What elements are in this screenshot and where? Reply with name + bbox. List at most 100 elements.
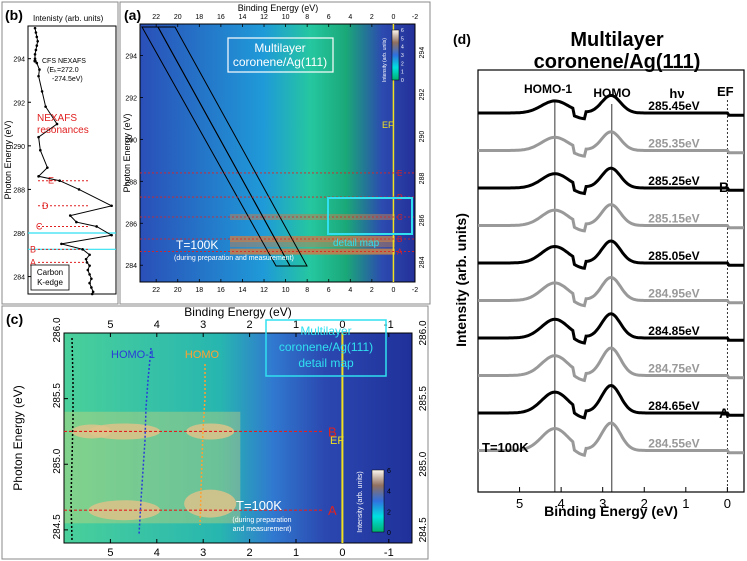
panel-a-x-tick-label-bottom: 0: [391, 287, 395, 294]
panel-c-temp-sub1: (during preparation: [232, 517, 291, 524]
panel-a-y-tick-label-right: 292: [419, 89, 426, 101]
panel-a-y-tick-label-right: 286: [419, 214, 426, 226]
panel-a-title-line2: coronene/Ag(111): [233, 55, 327, 69]
panel-b-point: [95, 225, 98, 228]
panel-d-x-tick-label: 0: [724, 496, 731, 511]
panel-c-plot-border: [63, 332, 413, 544]
panel-d-trace: [478, 239, 744, 270]
panel-a-detail-label: detail map: [333, 238, 380, 249]
panel-b-point: [35, 44, 39, 47]
panel-b: (b) Intenisty (arb. units) Photon Energy…: [1, 1, 119, 305]
panel-a-x-tick-label-top: 0: [391, 14, 395, 21]
panel-d-label: (d): [453, 31, 471, 47]
panel-d-trace: [478, 93, 744, 121]
panel-b-y-tick-label: 290: [13, 144, 25, 151]
panel-c-colorbar-label: Intensity (arb. units): [357, 471, 364, 532]
panel-b-marker-label: E: [48, 176, 54, 186]
panel-c-homo1-label: HOMO-1: [111, 349, 155, 361]
panel-d-trace: [478, 130, 744, 158]
panel-c-marker-label: B: [328, 424, 337, 439]
panel-b-point: [110, 233, 113, 237]
panel-b-point: [110, 204, 113, 208]
panel-b-point: [88, 281, 91, 285]
panel-b-label: (b): [5, 7, 23, 23]
panel-d-marker-b: B: [719, 179, 729, 195]
panel-c-x-tick-label-bottom: -1: [384, 547, 394, 559]
panel-d-marker-a: A: [719, 405, 729, 421]
panel-a-x-axis-label: Binding Energy (eV): [238, 3, 319, 13]
panel-d-trace-label: 284.85eV: [648, 324, 699, 338]
panel-b-point: [36, 39, 39, 43]
panel-b-point: [88, 273, 91, 276]
panel-b-point: [84, 257, 88, 261]
panel-d-x-axis-label: Binding Energy (eV): [544, 503, 678, 519]
panel-d-homo1-label: HOMO-1: [524, 82, 572, 96]
panel-c-temp-label: T=100K: [236, 498, 282, 513]
panel-c-colorbar: [371, 469, 385, 533]
panel-d-title-line2: coronene/Ag(111): [534, 51, 701, 73]
panel-a-x-tick-label-top: 14: [239, 14, 247, 21]
panel-b-annotation-line1: NEXAFS: [37, 113, 77, 124]
panel-a-x-ticks: 22222020181816161414121210108866442200-2…: [152, 14, 418, 294]
panel-c-x-tick-label-bottom: 5: [107, 547, 113, 559]
panel-a-y-axis-label: Photon Energy (eV): [122, 113, 132, 192]
panel-b-point: [90, 277, 93, 281]
panel-d-trace-label: 284.95eV: [648, 287, 699, 301]
panel-a-y-tick-label: 288: [125, 179, 137, 186]
panel-b-point: [81, 248, 84, 251]
panel-b-y-tick-label: 288: [13, 187, 25, 194]
panel-d-x-tick-label: 3: [599, 496, 606, 511]
panel-b-point: [34, 31, 38, 34]
panel-b-legend-marker: [33, 59, 37, 63]
panel-a-marker-label: A: [397, 248, 403, 257]
panel-b-legend-line2: (Eₖ=272.0: [47, 67, 79, 74]
panel-a-temp-sub: (during preparation and measurement): [174, 255, 294, 262]
panel-a-resonance-band: [230, 241, 395, 248]
panel-b-y-tick-label: 284: [13, 275, 25, 282]
panel-b-point: [33, 26, 37, 30]
panel-d-trace-label: 284.75eV: [648, 362, 699, 376]
panel-d-trace: [478, 312, 744, 345]
panel-b-legend-line1: CFS NEXAFS: [42, 58, 86, 65]
panel-a-x-tick-label-top: 4: [348, 14, 352, 21]
panel-b-markers: AB CD E: [28, 176, 116, 267]
panel-b-marker-label: D: [42, 201, 49, 211]
panel-d-title-line1: Multilayer: [570, 29, 664, 51]
panel-c-homo-track: [199, 364, 206, 526]
panel-c-y-tick-label: 285.0: [52, 448, 63, 473]
panel-a-y-tick-label-right: 288: [419, 173, 426, 185]
panel-b-point: [88, 264, 91, 267]
panel-a-temp-label: T=100K: [176, 238, 218, 252]
panel-c-y-tick-label-right: 285.5: [418, 386, 429, 411]
panel-c-y-ticks: 284.5 284.5 285.0 285.0 285.5 285.5 286.0 286.0: [52, 317, 429, 542]
panel-c-markers: AB: [64, 333, 344, 543]
panel-a-x-tick-label-bottom: 22: [152, 287, 160, 294]
panel-b-point: [33, 57, 37, 60]
panel-d-homo-label: HOMO: [593, 86, 630, 100]
panel-c-colorbar-tick: 2: [387, 509, 391, 516]
panel-b-point: [90, 292, 94, 296]
panel-c-temp-sub2: and measurement): [233, 526, 292, 533]
panel-d-trace: [478, 383, 744, 420]
panel-d: (d) Multilayer coronene/Ag(111) Binding …: [453, 29, 745, 519]
panel-b-top-axis-label: Intenisty (arb. units): [33, 14, 104, 23]
panel-d-trace: [478, 275, 744, 308]
panel-a-x-tick-label-bottom: 20: [174, 287, 182, 294]
panel-b-point: [55, 122, 59, 126]
panel-c-x-tick-label-top: 3: [200, 319, 206, 331]
panel-c-colorbar-tick: 0: [387, 530, 391, 537]
panel-a-x-tick-label-bottom: 4: [348, 287, 352, 294]
panel-d-trace: [478, 346, 744, 383]
panel-b-marker-label: A: [30, 257, 36, 267]
panel-a-y-tick-label-right: 294: [419, 47, 426, 59]
panel-a-y-tick-label-right: 284: [419, 256, 426, 268]
panel-b-point: [40, 90, 44, 93]
panel-d-temp-label: T=100K: [482, 440, 529, 455]
panel-b-point: [33, 53, 37, 56]
panel-d-traces: [478, 93, 744, 458]
panel-d-ef-label: EF: [717, 84, 734, 99]
panel-b-point: [38, 68, 41, 71]
panel-c-x-tick-label-top: 1: [293, 319, 299, 331]
panel-b-point: [34, 48, 38, 52]
